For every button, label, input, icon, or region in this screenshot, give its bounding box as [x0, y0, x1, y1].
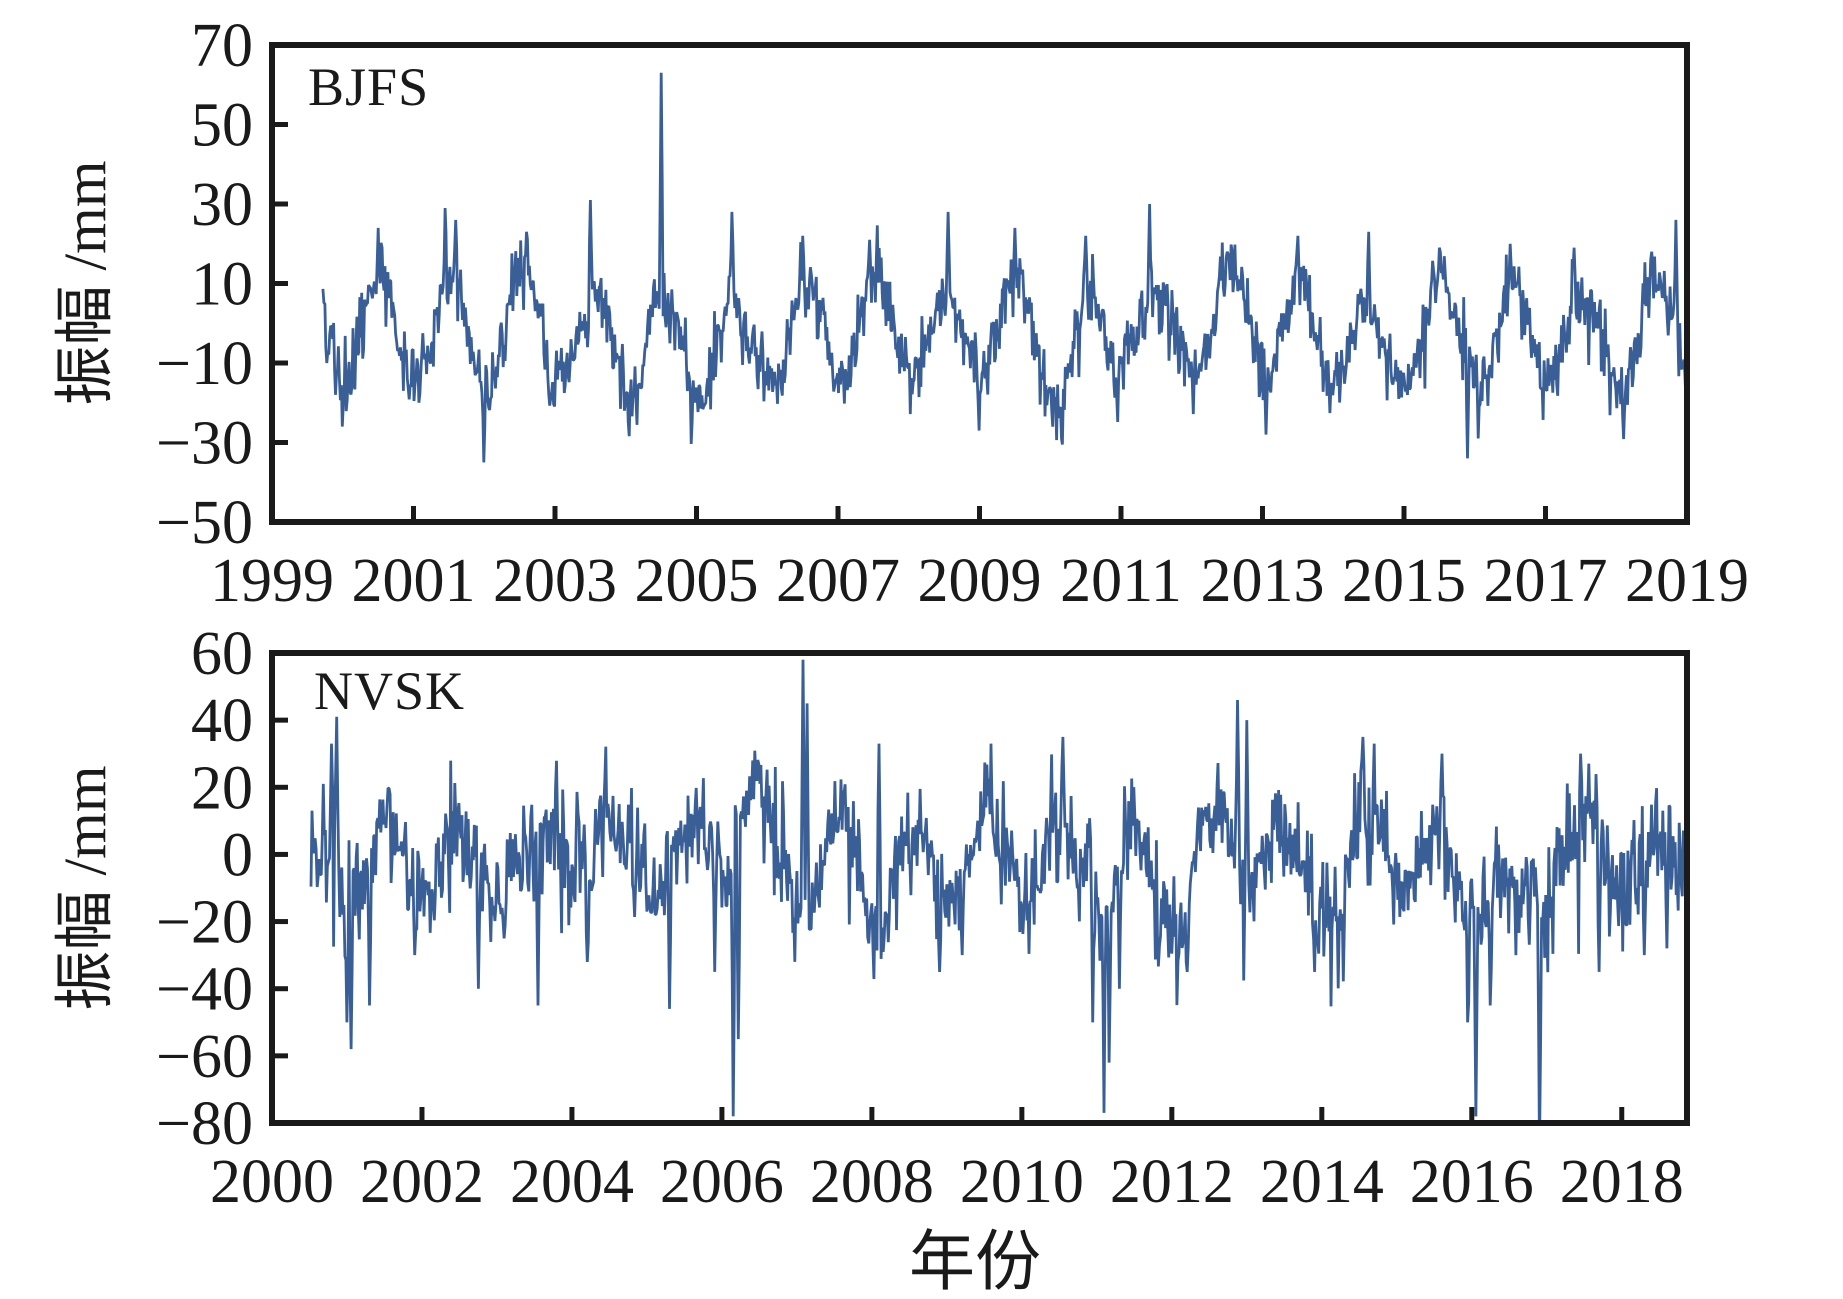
x-tick-label: 2007 [776, 547, 900, 615]
y-tick-label: −10 [156, 330, 253, 398]
y-tick-label: 70 [191, 12, 253, 80]
x-tick-label: 2011 [1060, 547, 1182, 615]
y-tick-label: −30 [156, 410, 253, 478]
x-tick-label: 2002 [360, 1148, 484, 1216]
station-label-nvsk: NVSK [314, 661, 466, 721]
x-tick-label: 2017 [1484, 547, 1608, 615]
y-tick-label: −80 [156, 1090, 253, 1158]
y-tick-label: 10 [191, 251, 253, 319]
y-tick-label: 60 [191, 620, 253, 688]
panel-bjfs: 1999 2001 2003 2005 2007 2009 2011 2013 2015 2017… [156, 12, 1749, 615]
x-tick-label: 2015 [1342, 547, 1466, 615]
station-label-bjfs: BJFS [308, 57, 430, 117]
y-tick-label: 40 [191, 687, 253, 755]
x-tick-label: 2006 [660, 1148, 784, 1216]
y-tick-label: 0 [222, 821, 253, 889]
x-tick-label: 2008 [810, 1148, 934, 1216]
axes-frame [269, 650, 1690, 1126]
y-axis-label-bottom: 振幅 /mm [52, 765, 119, 1011]
x-tick-label: 2000 [210, 1148, 334, 1216]
x-tick-label: 2004 [510, 1148, 634, 1216]
y-tick-label: −40 [156, 956, 253, 1024]
x-tick-label: 2018 [1560, 1148, 1684, 1216]
y-tick-label: −20 [156, 889, 253, 957]
x-tick-label: 2013 [1201, 547, 1325, 615]
x-tick-label: 1999 [210, 547, 334, 615]
series-line-nvsk [309, 659, 1687, 1123]
y-tick-label: −50 [156, 489, 253, 557]
series-line-bjfs [321, 72, 1687, 463]
y-axis-label-top: 振幅 /mm [52, 160, 119, 406]
y-tick-label: 30 [191, 171, 253, 239]
x-axis-label: 年份 [909, 1226, 1041, 1299]
x-tick-label: 2001 [352, 547, 476, 615]
x-tick-label: 2003 [493, 547, 617, 615]
y-tick-label: 20 [191, 754, 253, 822]
y-tick-label: −60 [156, 1023, 253, 1091]
y-tick-label: 50 [191, 92, 253, 160]
x-tick-label: 2016 [1410, 1148, 1534, 1216]
x-tick-label: 2009 [918, 547, 1042, 615]
x-tick-label: 2005 [635, 547, 759, 615]
x-tick-label: 2014 [1260, 1148, 1384, 1216]
x-tick-label: 2012 [1110, 1148, 1234, 1216]
panel-nvsk: 2000 2002 2004 2006 2008 2010 2012 2014 2016 2018… [156, 620, 1690, 1216]
x-tick-label: 2010 [960, 1148, 1084, 1216]
x-tick-label: 2019 [1625, 547, 1749, 615]
